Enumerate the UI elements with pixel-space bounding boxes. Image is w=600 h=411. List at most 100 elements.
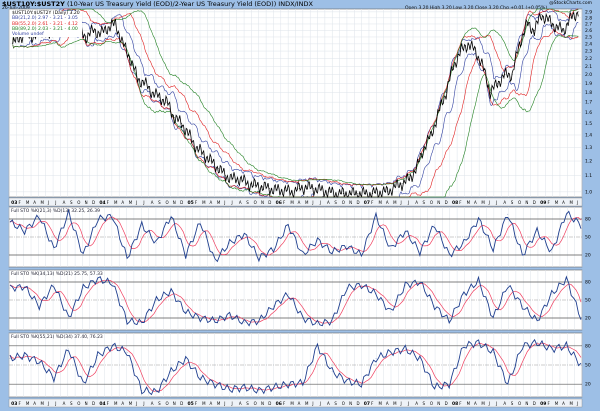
x-month-label: M <box>467 401 471 406</box>
stochastic-k-point <box>214 320 216 322</box>
stochastic-k-point <box>346 380 348 382</box>
stochastic-k-point <box>536 320 538 322</box>
bollinger-lower-2 <box>12 34 579 198</box>
stochastic-k-point <box>375 293 377 295</box>
x-month-label: S <box>511 200 514 205</box>
x-axis-band <box>8 197 583 207</box>
stochastic-k-point <box>185 254 186 256</box>
stochastic-k-point <box>38 215 40 217</box>
stochastic-k-point <box>243 387 245 388</box>
price-point <box>577 11 579 13</box>
stochastic-k-point <box>112 215 113 217</box>
price-point <box>357 193 359 194</box>
x-month-label: A <box>298 200 301 205</box>
x-month-label: J <box>311 200 313 205</box>
x-month-label: M <box>290 200 294 205</box>
stochastic-k-point <box>375 215 377 217</box>
y-tick-label: 1.2 <box>585 159 592 165</box>
x-month-label: N <box>261 401 264 406</box>
price-point <box>247 183 249 185</box>
x-month-label: J <box>319 401 321 406</box>
price-point <box>217 167 219 169</box>
stochastic-k-point <box>331 320 333 322</box>
x-month-label: M <box>305 200 309 205</box>
stochastic-k-point <box>434 305 435 307</box>
stochastic-k-point <box>53 284 55 286</box>
stochastic-k-point <box>24 286 25 288</box>
stochastic-k-point <box>68 317 69 319</box>
x-month-label: S <box>246 200 249 205</box>
stochastic-k-point <box>478 280 479 282</box>
stochastic-k-point <box>156 242 157 244</box>
chart-date: 26-Jun-2009 <box>2 6 30 11</box>
stochastic-k-point <box>38 361 40 363</box>
price-point <box>276 189 278 191</box>
x-month-label: J <box>576 401 578 406</box>
description: (10-Year US Treasury Yield (EOD)/2-Year … <box>66 0 313 8</box>
stochastic-k-point <box>287 293 289 295</box>
stochastic-k-point <box>361 383 362 385</box>
y-tick-label: 50 <box>585 235 591 241</box>
x-year-label: 07 <box>364 401 370 407</box>
stochastic-k-point <box>419 358 421 359</box>
x-year-label: 05 <box>187 200 193 206</box>
stochastic-k-point <box>141 322 143 324</box>
stochastic-k-point <box>97 278 99 280</box>
x-month-label: N <box>437 401 440 406</box>
x-year-label: 03 <box>11 401 17 407</box>
price-point <box>555 26 557 28</box>
price-point <box>467 43 469 45</box>
price-point <box>137 78 138 80</box>
price-point <box>173 117 175 119</box>
stochastic-k-point <box>53 377 55 379</box>
stochastic-k-point <box>126 257 128 259</box>
stochastic-k-point <box>68 348 69 350</box>
x-month-label: F <box>19 401 22 406</box>
x-month-label: D <box>356 401 359 406</box>
x-month-label: M <box>555 401 559 406</box>
stochastic-k-point <box>448 320 450 322</box>
x-month-label: S <box>70 200 73 205</box>
x-month-label: A <box>503 401 506 406</box>
x-month-label: A <box>327 401 330 406</box>
price-point <box>166 101 168 103</box>
stochastic-k-point <box>68 212 69 214</box>
stochastic-k-point <box>156 391 157 393</box>
x-month-label: D <box>445 401 448 406</box>
y-tick-label: 1.9 <box>585 81 592 87</box>
x-month-label: J <box>495 401 497 406</box>
legend-bb55: BB(55,2.0) 2.61 - 3.21 - 4.12 <box>12 21 78 27</box>
x-month-label: J <box>407 401 409 406</box>
stochastic-k-point <box>522 305 523 307</box>
y-tick-label: 2.1 <box>585 64 592 70</box>
x-month-label: S <box>70 401 73 406</box>
stochastic-k-point <box>97 218 99 220</box>
x-month-label: S <box>158 200 161 205</box>
stochastic-k-point <box>156 299 157 301</box>
x-month-label: O <box>430 200 433 205</box>
stochastic-k-point <box>566 345 567 347</box>
x-month-label: J <box>231 200 233 205</box>
stochastic-k-point <box>273 387 274 388</box>
x-month-label: N <box>525 401 528 406</box>
stochastic-k-point <box>126 320 128 322</box>
stochastic-k-point <box>170 290 172 292</box>
y-tick-label: 80 <box>585 217 591 223</box>
x-month-label: O <box>254 401 257 406</box>
x-month-label: S <box>334 401 337 406</box>
x-month-label: J <box>319 200 321 205</box>
x-month-label: D <box>533 200 536 205</box>
symbol: $UST10Y:$UST2Y <box>2 0 65 8</box>
stochastic-k-point <box>82 254 84 256</box>
stochastic-k-point <box>112 282 113 284</box>
price-point <box>210 160 212 162</box>
price-point <box>85 36 87 38</box>
stochastic-k-point <box>419 281 421 283</box>
x-month-label: M <box>305 401 309 406</box>
stochastic-k-point <box>200 221 201 223</box>
price-point <box>291 191 293 193</box>
x-month-label: M <box>393 200 397 205</box>
stochastic-k-point <box>287 383 289 385</box>
stochastic-k-point <box>112 345 113 347</box>
stochastic-k-point <box>390 351 391 353</box>
